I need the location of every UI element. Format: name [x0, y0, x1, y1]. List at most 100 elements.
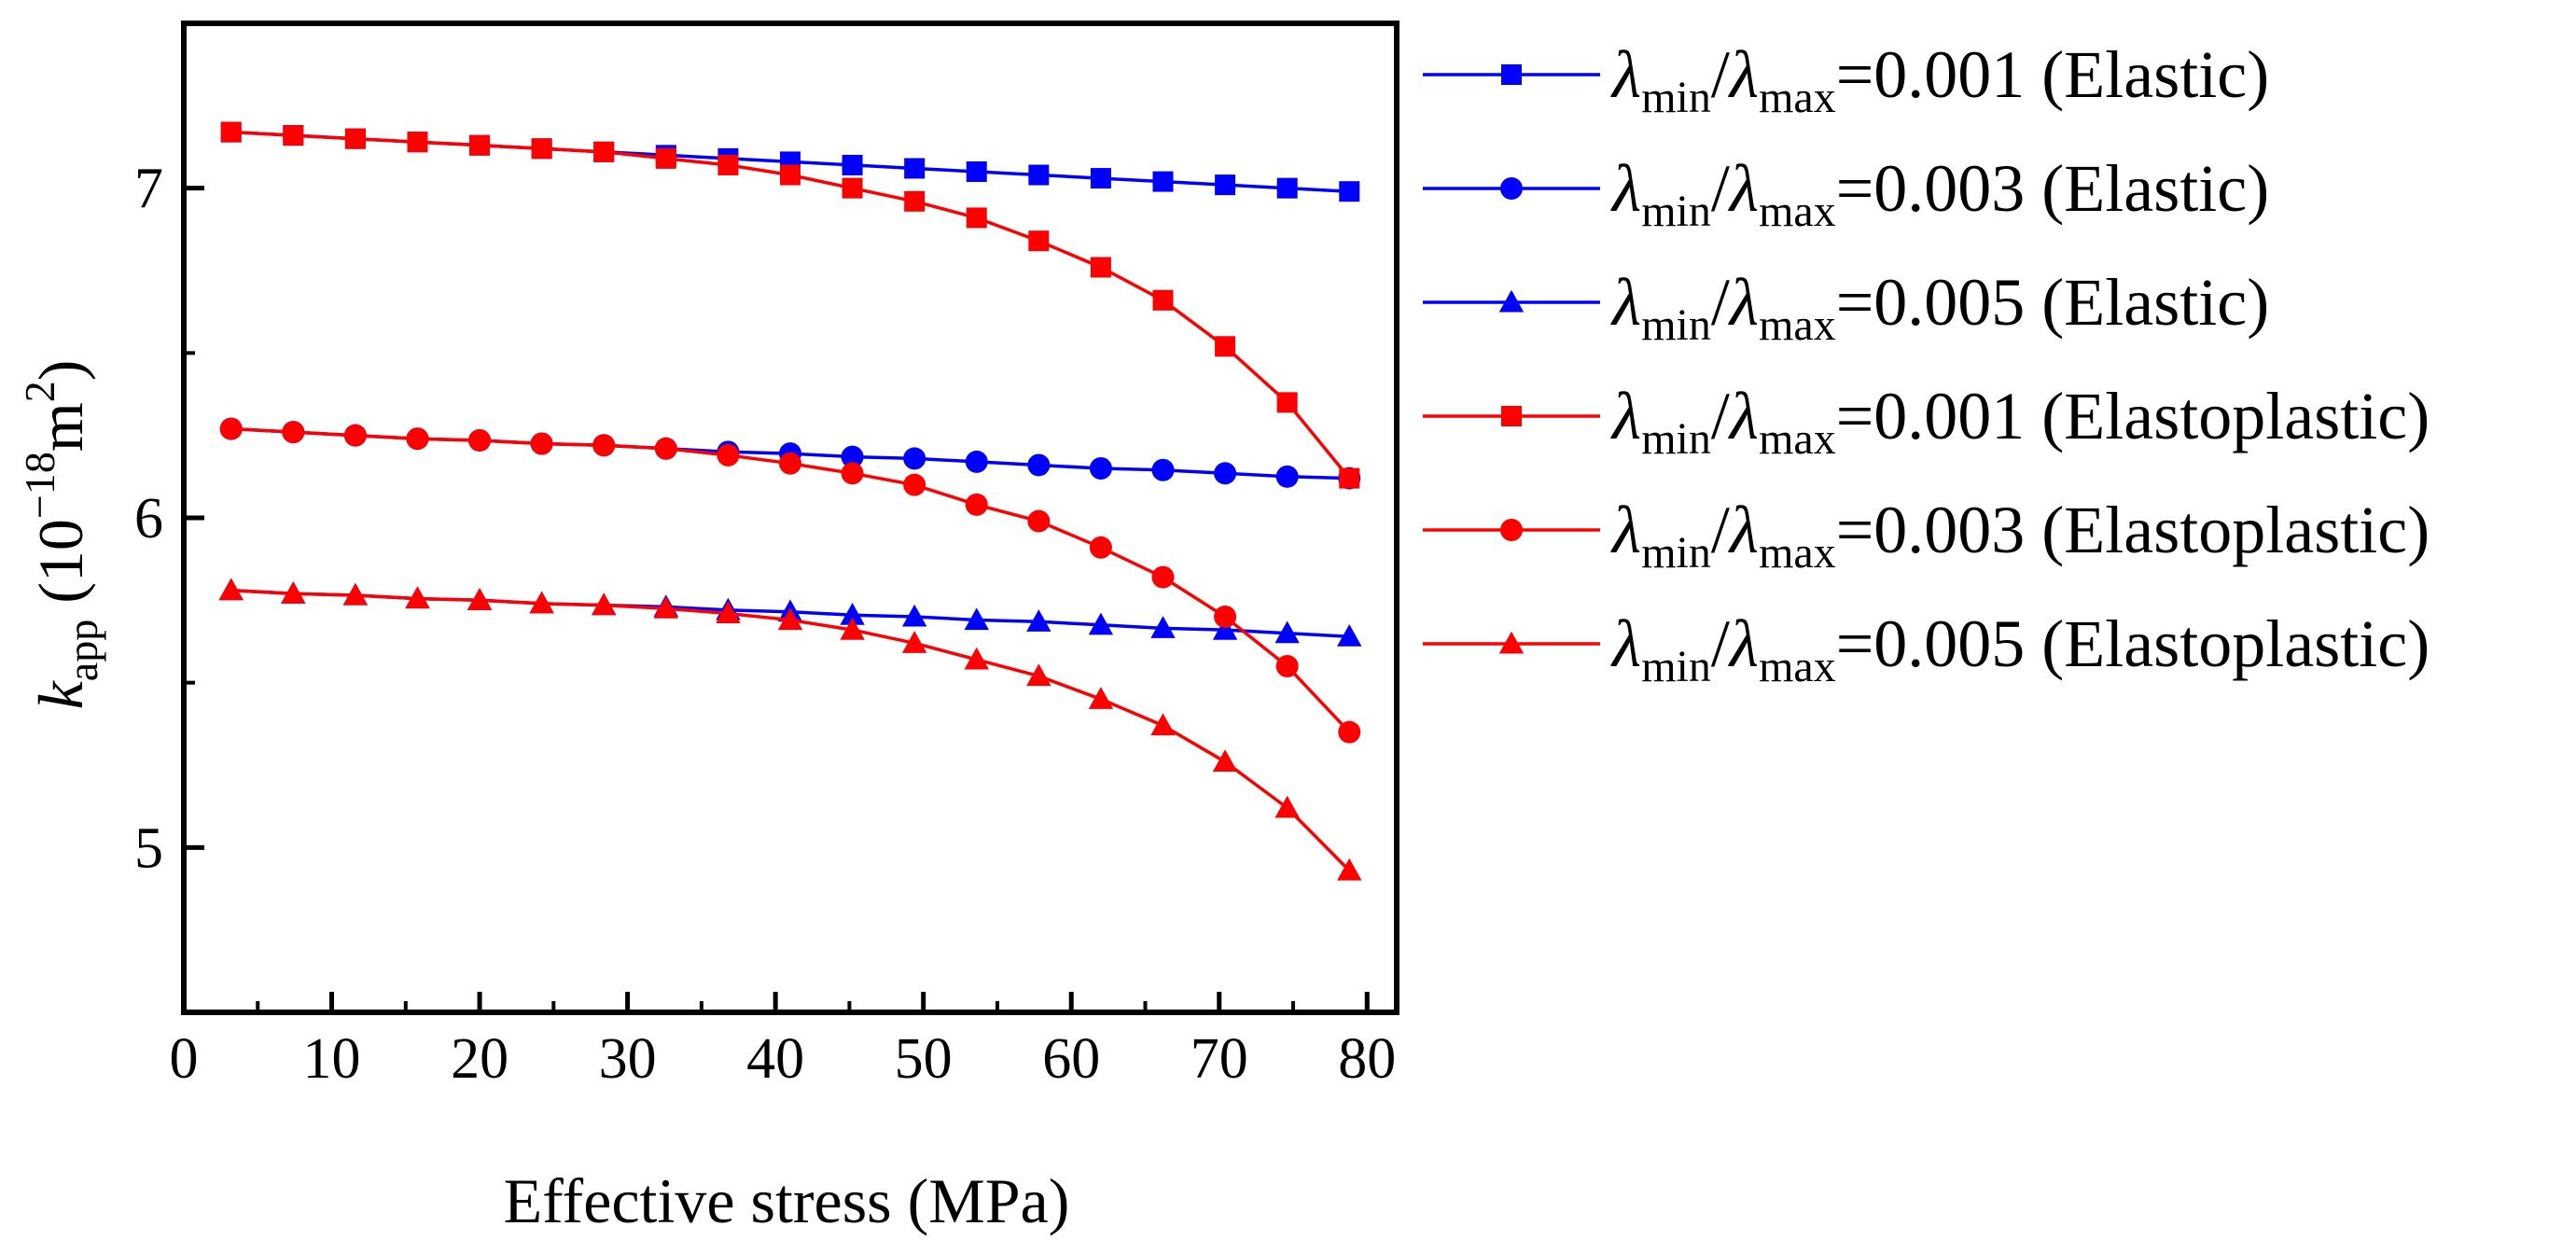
data-point-s4-13 [966, 207, 987, 229]
y-tick-label-5: 5 [134, 816, 163, 880]
data-point-s1-12 [904, 158, 926, 179]
data-point-s6-7 [592, 592, 617, 616]
x-tick-label-60: 60 [1042, 1027, 1100, 1091]
x-tick-label-40: 40 [746, 1027, 804, 1091]
data-point-s4-3 [344, 128, 366, 149]
legend-label-1: λmin/λmax=0.001 (Elastic) [1610, 37, 2269, 122]
legend-label-3: λmin/λmax=0.005 (Elastic) [1610, 265, 2269, 350]
legend-label-4: λmin/λmax=0.001 (Elastoplastic) [1610, 379, 2430, 464]
data-point-s4-6 [531, 138, 552, 160]
y-axis-unit-suffix: ) [25, 360, 96, 382]
data-point-s4-9 [717, 154, 739, 175]
data-point-s3-15 [1088, 612, 1114, 635]
data-point-s4-7 [593, 141, 615, 162]
data-point-s4-4 [407, 132, 428, 153]
data-point-s6-2 [281, 581, 306, 604]
data-point-s3-13 [964, 607, 989, 631]
data-point-s6-18 [1274, 795, 1300, 818]
data-point-s5-3 [343, 424, 367, 447]
data-point-s2-17 [1214, 462, 1237, 485]
data-point-s3-17 [1212, 617, 1238, 640]
data-point-s4-10 [780, 164, 801, 186]
data-point-s3-18 [1274, 620, 1300, 644]
x-tick-label-70: 70 [1191, 1027, 1248, 1091]
y-axis-unit-exp: −18 [16, 452, 63, 519]
data-point-s3-19 [1337, 624, 1362, 647]
legend-marker-1 [1501, 64, 1522, 85]
data-point-s2-14 [1027, 453, 1051, 477]
x-tick-label-10: 10 [303, 1027, 361, 1091]
data-point-s3-16 [1150, 616, 1176, 638]
data-point-s6-17 [1212, 749, 1238, 773]
data-point-s4-16 [1152, 289, 1174, 311]
data-point-s4-12 [904, 190, 926, 212]
data-point-s5-1 [219, 417, 243, 440]
data-point-s5-8 [654, 437, 677, 460]
axes: 0 10 20 30 40 50 60 70 80 5 6 7 [134, 21, 1399, 1091]
data-point-s5-11 [841, 462, 864, 485]
data-point-s6-15 [1088, 687, 1114, 709]
y-axis-var-sub: app [59, 620, 106, 681]
data-point-s2-11 [841, 445, 864, 468]
plot-area [218, 121, 1362, 881]
x-tick-label-50: 50 [895, 1027, 953, 1091]
data-point-s4-1 [220, 121, 242, 143]
legend-label-5: λmin/λmax=0.003 (Elastoplastic) [1610, 493, 2430, 578]
legend-marker-3 [1498, 289, 1525, 313]
x-tick-label-0: 0 [170, 1027, 199, 1091]
data-point-s2-15 [1089, 457, 1112, 480]
data-point-s1-19 [1339, 181, 1360, 202]
legend-marker-6 [1498, 631, 1525, 654]
y-axis-unit-sq: 2 [16, 381, 63, 402]
data-point-s4-11 [842, 177, 863, 199]
x-tick-label-80: 80 [1338, 1027, 1396, 1091]
y-axis-unit-prefix: (10 [25, 519, 96, 620]
data-point-s5-5 [468, 428, 492, 452]
data-point-s5-9 [717, 443, 740, 467]
legend-marker-5 [1500, 519, 1523, 541]
data-point-s6-8 [653, 595, 679, 619]
data-point-s5-15 [1089, 536, 1112, 559]
data-point-s2-16 [1151, 458, 1175, 481]
data-point-s6-6 [529, 591, 554, 614]
legend-label-6: λmin/λmax=0.005 (Elastoplastic) [1610, 606, 2430, 691]
data-point-s4-14 [1028, 230, 1050, 252]
data-point-s4-8 [655, 147, 676, 169]
data-point-s3-14 [1026, 609, 1051, 632]
data-point-s6-12 [901, 631, 927, 653]
data-point-s6-19 [1337, 857, 1362, 881]
data-point-s5-19 [1338, 720, 1361, 744]
data-point-s6-13 [964, 647, 989, 670]
data-point-s2-13 [965, 450, 988, 473]
data-point-s6-14 [1026, 663, 1051, 687]
data-point-s5-4 [406, 427, 429, 451]
data-point-s6-1 [218, 578, 244, 601]
data-point-s5-6 [530, 432, 553, 455]
legend-item-1: λmin/λmax=0.001 (Elastic) [1423, 37, 2269, 122]
legend-item-4: λmin/λmax=0.001 (Elastoplastic) [1423, 379, 2430, 464]
data-point-s4-2 [283, 125, 304, 146]
data-point-s2-12 [903, 447, 926, 470]
data-point-s5-17 [1214, 606, 1237, 628]
data-point-s4-17 [1215, 336, 1236, 357]
data-point-s1-11 [842, 154, 863, 175]
x-tick-label-30: 30 [599, 1027, 657, 1091]
y-tick-label-6: 6 [134, 487, 163, 550]
data-point-s6-4 [405, 586, 430, 609]
data-point-s6-3 [342, 582, 369, 606]
data-point-s1-15 [1090, 168, 1111, 189]
legend: λmin/λmax=0.001 (Elastic) λmin/λmax=0.003… [1423, 37, 2430, 691]
data-point-s3-11 [840, 603, 865, 625]
data-point-s1-18 [1276, 177, 1298, 199]
y-tick-label-7: 7 [134, 158, 163, 221]
legend-item-3: λmin/λmax=0.005 (Elastic) [1423, 265, 2269, 350]
data-point-s5-2 [282, 421, 305, 444]
data-point-s5-10 [779, 452, 801, 475]
data-point-s5-13 [965, 493, 988, 516]
y-axis-title: kapp (10−18m2) [16, 360, 106, 710]
x-axis-title: Effective stress (MPa) [504, 1165, 1070, 1236]
data-point-s4-15 [1090, 257, 1111, 278]
series-line-6 [230, 588, 1351, 872]
data-point-s5-14 [1027, 509, 1051, 533]
